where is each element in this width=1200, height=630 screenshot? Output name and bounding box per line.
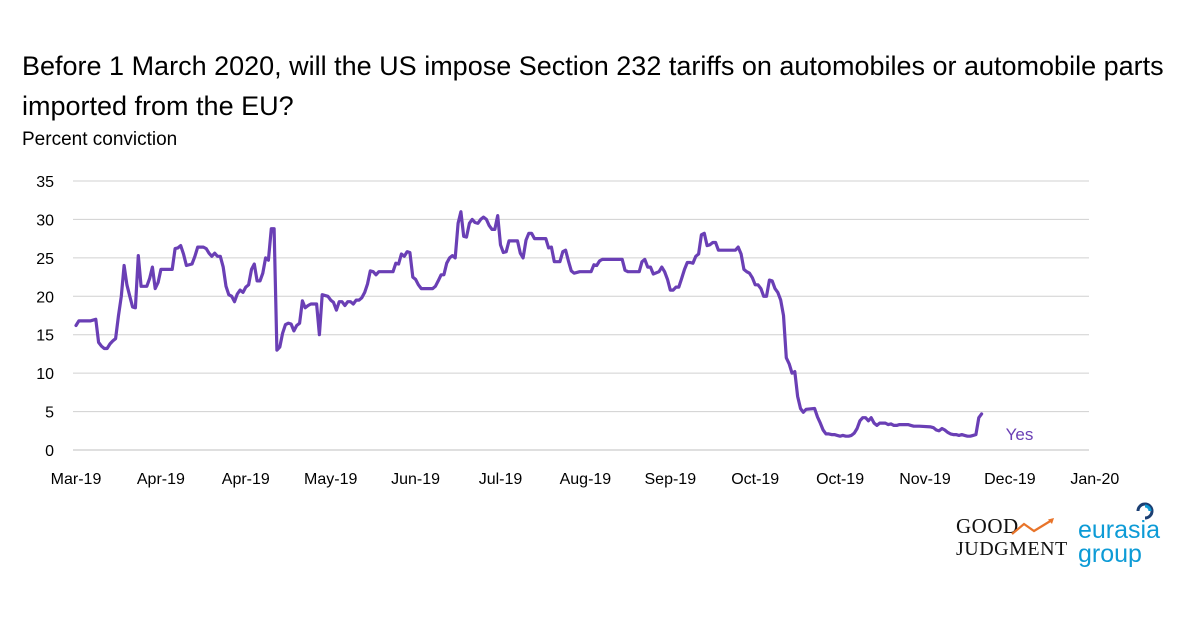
- y-tick-label: 35: [36, 174, 54, 191]
- x-tick-label: Nov-19: [899, 471, 951, 488]
- eurasia-logo-line1: eurasia: [1078, 516, 1160, 544]
- x-tick-label: Jul-19: [479, 471, 523, 488]
- trend-arrow-icon: [1011, 518, 1054, 535]
- y-tick-label: 25: [36, 251, 54, 268]
- x-tick-label: Mar-19: [51, 471, 102, 488]
- y-tick-label: 30: [36, 212, 54, 229]
- y-axis-ticks: 0 5 10 15 20 25 30 35: [36, 174, 54, 460]
- series-line-yes: [74, 210, 984, 438]
- chart-title: Before 1 March 2020, will the US impose …: [22, 51, 1164, 121]
- y-tick-label: 20: [36, 289, 54, 306]
- eurasia-group-logo: eurasia group: [1078, 500, 1178, 568]
- x-tick-label: Dec-19: [984, 471, 1036, 488]
- y-tick-label: 10: [36, 366, 54, 383]
- y-tick-label: 5: [45, 405, 54, 422]
- x-tick-label: Apr-19: [222, 471, 270, 488]
- eurasia-swirl-icon: [1136, 502, 1154, 520]
- x-tick-label: Aug-19: [560, 471, 612, 488]
- x-tick-label: Jan-20: [1070, 471, 1119, 488]
- y-tick-label: 15: [36, 328, 54, 345]
- y-axis-label: Percent conviction: [22, 129, 178, 150]
- eurasia-logo-line2: group: [1078, 540, 1142, 568]
- good-judgment-logo: GOOD JUDGMENT: [956, 512, 1072, 564]
- good-judgment-logo-line2: JUDGMENT: [956, 538, 1068, 560]
- series-group: Yes: [74, 210, 1034, 444]
- x-tick-label: Jun-19: [391, 471, 440, 488]
- x-tick-label: Apr-19: [137, 471, 185, 488]
- x-tick-label: May-19: [304, 471, 357, 488]
- gridlines: [73, 180, 1089, 451]
- x-tick-label: Oct-19: [816, 471, 864, 488]
- x-tick-label: Oct-19: [731, 471, 779, 488]
- series-end-label: Yes: [1006, 425, 1034, 444]
- good-judgment-logo-line1: GOOD: [956, 514, 1019, 538]
- x-tick-label: Sep-19: [645, 471, 697, 488]
- y-tick-label: 0: [45, 443, 54, 460]
- x-axis-ticks: Mar-19 Apr-19 Apr-19 May-19 Jun-19 Jul-19 Aug-…: [51, 471, 1120, 488]
